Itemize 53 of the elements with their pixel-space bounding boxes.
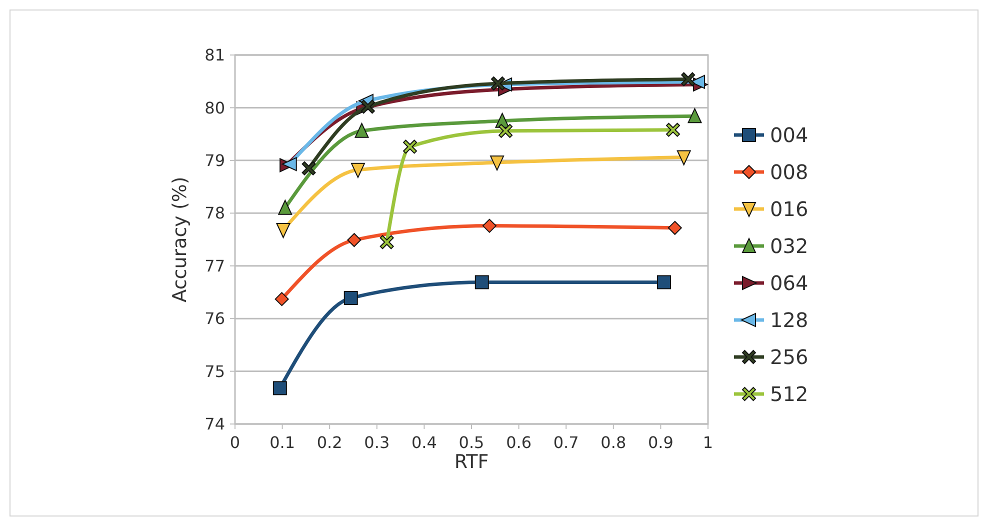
point <box>347 233 362 248</box>
y-tick-label: 79 <box>204 151 225 170</box>
point <box>272 381 287 396</box>
y-tick-label: 76 <box>204 309 225 328</box>
point <box>666 122 680 137</box>
x-tick-label: 0.5 <box>458 433 484 452</box>
x-tick-label: 0.4 <box>411 433 437 452</box>
point <box>690 74 706 89</box>
x-tick-label: 0.2 <box>316 433 342 452</box>
point <box>498 124 513 138</box>
point <box>688 108 702 124</box>
point <box>403 140 418 154</box>
x-tick-label: 0.6 <box>506 433 532 452</box>
point <box>681 72 696 86</box>
point <box>278 200 292 215</box>
point <box>276 223 290 238</box>
x-tick-label: 0 <box>230 433 240 452</box>
point <box>490 76 505 90</box>
y-tick-label: 74 <box>204 414 225 434</box>
legend-label: 032 <box>770 234 808 258</box>
x-tick-label: 0.3 <box>364 433 390 452</box>
point <box>360 100 375 114</box>
point <box>490 156 504 171</box>
y-tick-label: 75 <box>204 362 225 381</box>
y-axis-title: Accuracy (%) <box>169 176 191 302</box>
point <box>657 275 672 290</box>
point <box>302 161 316 176</box>
x-tick-label: 0.1 <box>270 433 296 452</box>
point <box>350 162 365 178</box>
legend-label: 512 <box>770 382 808 406</box>
point <box>676 150 691 166</box>
point <box>344 291 358 306</box>
x-tick-label: 0.7 <box>553 433 579 452</box>
y-tick-label: 81 <box>204 46 225 65</box>
point <box>668 220 682 235</box>
x-tick-label: 0.8 <box>600 433 626 452</box>
point <box>474 275 489 290</box>
y-tick-label: 77 <box>204 256 225 276</box>
x-tick-label: 0.9 <box>648 433 674 452</box>
legend-label: 016 <box>770 197 808 221</box>
legend-label: 256 <box>770 345 808 369</box>
legend-label: 004 <box>770 123 808 147</box>
point <box>380 235 394 250</box>
x-tick-label: 1 <box>702 433 714 452</box>
point <box>274 292 289 306</box>
y-tick-label: 80 <box>204 98 225 118</box>
x-axis-title: RTF <box>454 451 489 473</box>
legend-label: 008 <box>770 160 808 184</box>
legend-label: 128 <box>770 308 808 332</box>
point <box>482 218 496 233</box>
point <box>354 122 369 138</box>
legend-label: 064 <box>770 271 808 295</box>
y-tick-label: 78 <box>204 204 225 223</box>
